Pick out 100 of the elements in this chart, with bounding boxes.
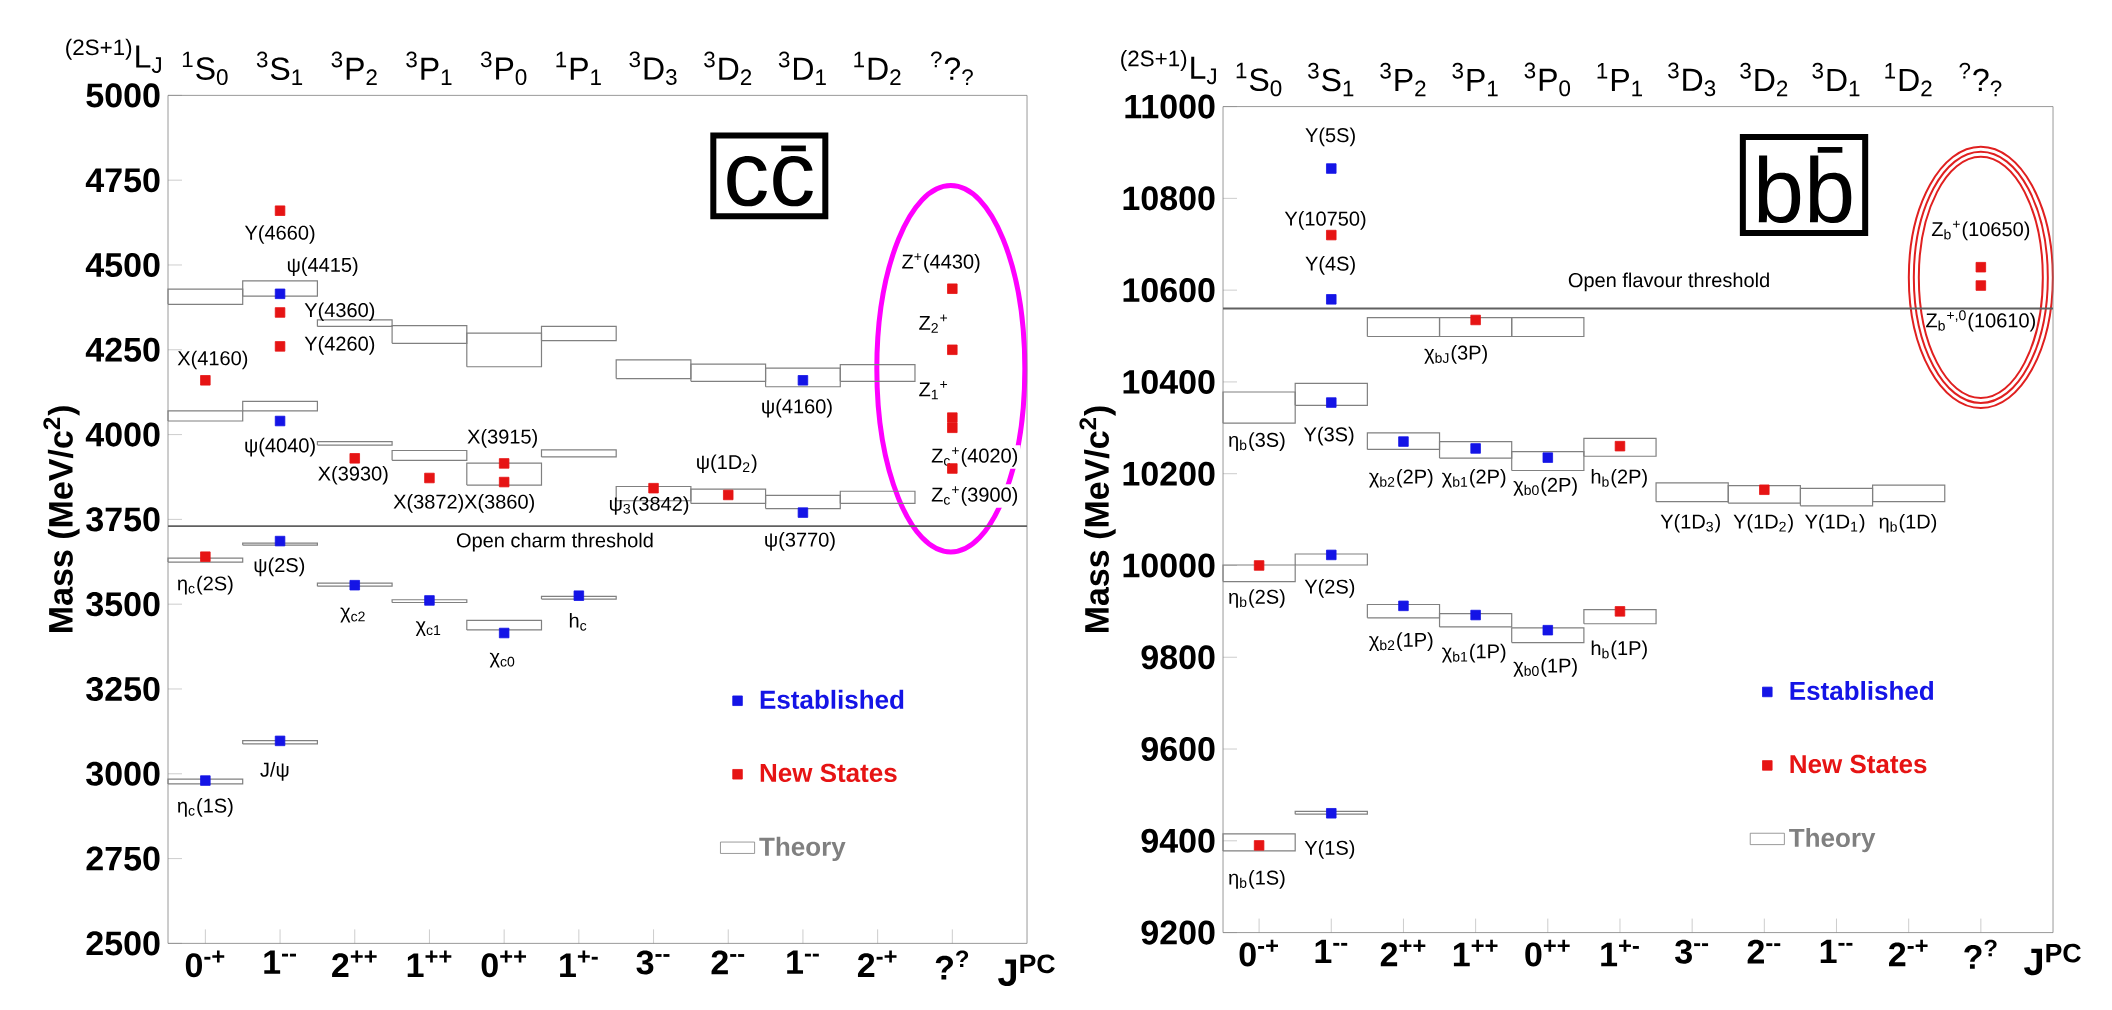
point <box>1470 609 1481 621</box>
annotation: χ$_{b0}$(2P) <box>1513 477 1577 496</box>
point <box>1253 840 1265 851</box>
annotation: ψ(2S) <box>254 557 305 577</box>
annotation: η$_{b}$(3S) <box>1229 432 1285 451</box>
text: $^{1}$S$_{0}$ <box>182 51 228 85</box>
point <box>200 375 211 386</box>
y-tick-label: 4750 <box>85 168 160 193</box>
point <box>1542 624 1553 636</box>
point <box>498 627 510 639</box>
annotation: Open charm threshold <box>456 532 653 552</box>
text: $^{3}$S$_{1}$ <box>256 51 303 85</box>
annotation: χ$_{b0}$(1P) <box>1513 658 1577 677</box>
point <box>1614 440 1626 452</box>
point <box>947 422 958 433</box>
y-tick-label: 4250 <box>85 337 160 362</box>
point <box>274 415 286 427</box>
annotation: h$_{c}$ <box>569 613 587 631</box>
annotation: Υ(2S) <box>1304 579 1355 598</box>
y-axis-title: Mass (MeV/c$^{2}$) <box>43 406 80 632</box>
point <box>1326 397 1337 408</box>
point <box>498 476 510 488</box>
text: $^{1}$P$_{1}$ <box>556 51 601 85</box>
annotation: χ$_{c1}$ <box>415 621 441 637</box>
text: $^{3}$P$_{0}$ <box>1524 62 1571 97</box>
point <box>1759 484 1770 495</box>
point <box>274 307 286 318</box>
y-tick-label: 3500 <box>86 592 160 617</box>
x-tick-label: 3$^{--}$ <box>1675 939 1709 964</box>
point <box>1326 549 1337 561</box>
text: $^{3}$P$_{0}$ <box>480 51 527 85</box>
annotation: χ$_{b2}$(1P) <box>1369 632 1433 651</box>
point <box>349 453 360 464</box>
bar <box>1583 608 1657 625</box>
y-tick-label: 2750 <box>86 846 160 871</box>
annotation: h$_{b}$(1P) <box>1591 640 1647 660</box>
annotation: Z$_{2}$+ <box>919 314 948 333</box>
point <box>1470 314 1481 326</box>
point <box>797 507 809 518</box>
x-tick-label: ?$^{?}$ <box>1964 939 1997 969</box>
annotation: Z$_{1}$+ <box>919 381 948 400</box>
y-tick-label: 3750 <box>86 507 160 532</box>
legend-label: Theory <box>1789 827 1876 853</box>
x-axis-title: J$^{PC}$ <box>2024 943 2081 976</box>
legend-label: Established <box>1790 681 1934 701</box>
y-tick-label: 4000 <box>85 422 160 447</box>
point <box>1253 560 1265 571</box>
point <box>1614 606 1626 617</box>
annotation: η$_{b}$(1D) <box>1879 513 1937 533</box>
annotation: Y(4360) <box>304 302 375 322</box>
annotation: Y(10750) <box>1284 211 1366 230</box>
point <box>648 482 659 494</box>
point <box>947 283 958 294</box>
annotation: X(3915) <box>467 429 537 448</box>
x-tick-label: 2$^{++}$ <box>1380 939 1426 967</box>
point <box>349 579 360 591</box>
point <box>1326 808 1337 819</box>
x-tick-label: ?$^{?}$ <box>935 950 969 980</box>
annotation: X(3860) <box>464 494 534 513</box>
annotation: η$_{c}$(1S) <box>177 798 233 817</box>
legend-label: Theory <box>759 836 846 862</box>
x-tick-label: 2$^{-+}$ <box>857 950 897 977</box>
text: $^{3}$P$_{2}$ <box>331 51 377 85</box>
annotation: η$_{c}$(2S) <box>177 575 233 595</box>
text: $^{(2S+1)}$L$_{J}$ <box>1121 50 1216 85</box>
point <box>947 344 958 355</box>
point <box>1542 452 1553 463</box>
text: $^{3}$D$_{1}$ <box>1812 62 1860 97</box>
y-tick-label: 9200 <box>1141 920 1215 945</box>
point <box>1470 443 1481 454</box>
annotation: Υ(1D$_{1}$) <box>1804 513 1865 533</box>
point <box>1326 163 1337 174</box>
point <box>1326 229 1337 241</box>
bar <box>540 595 617 600</box>
text: $^{3}$S$_{1}$ <box>1307 62 1354 97</box>
text: $^{?}$?$_{?}$ <box>930 51 973 85</box>
text: $^{1}$P$_{1}$ <box>1597 63 1642 97</box>
text: $^{3}$P$_{1}$ <box>1452 62 1498 97</box>
y-tick-label: 10600 <box>1123 278 1215 303</box>
annotation: Υ(1S) <box>1304 840 1355 859</box>
x-tick-label: 1$^{++}$ <box>407 950 452 977</box>
x-tick-label: 2$^{--}$ <box>711 950 745 975</box>
text: $^{1}$S$_{0}$ <box>1236 62 1282 97</box>
x-axis-title: J$^{PC}$ <box>998 954 1055 986</box>
y-tick-label: 5000 <box>86 83 160 108</box>
annotation: J/ψ <box>260 762 289 781</box>
bar <box>242 542 319 546</box>
bar <box>540 449 617 458</box>
x-tick-label: 1$^{++}$ <box>1453 939 1498 967</box>
x-tick-label: 0$^{++}$ <box>1525 939 1570 967</box>
x-tick-label: 0$^{-+}$ <box>1239 939 1278 967</box>
annotation: η$_{b}$(1S) <box>1229 870 1285 889</box>
annotation: χ$_{c0}$ <box>489 652 515 668</box>
text: $^{3}$D$_{3}$ <box>629 51 677 85</box>
y-tick-label: 9800 <box>1141 645 1215 670</box>
x-tick-label: 1$^{--}$ <box>264 950 296 974</box>
legend-label: New States <box>1790 754 1927 774</box>
text: $^{1}$D$_{2}$ <box>854 51 901 85</box>
point <box>723 489 734 501</box>
annotation: Υ(1D$_{2}$) <box>1733 513 1793 533</box>
